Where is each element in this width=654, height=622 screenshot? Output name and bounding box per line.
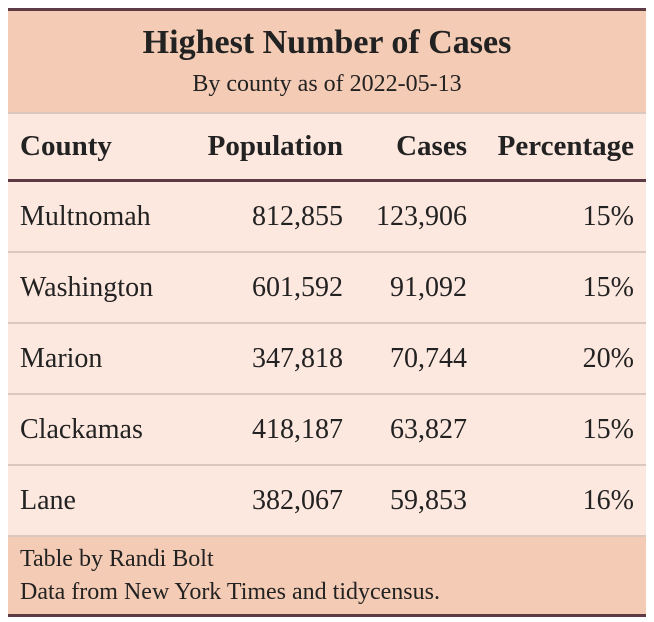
county-cell: Marion: [20, 342, 103, 374]
population-cell: 601,592: [252, 271, 343, 303]
cases-cell: 123,906: [376, 200, 467, 232]
column-header-percentage: Percentage: [497, 130, 634, 162]
table-heading: Highest Number of Cases By county as of …: [8, 8, 646, 114]
population-cell: 812,855: [252, 200, 343, 232]
table-row: Marion 347,818 70,744 20%: [8, 324, 646, 395]
county-cell: Washington: [20, 271, 154, 303]
table-subtitle: By county as of 2022-05-13: [192, 71, 462, 97]
county-cell: Multnomah: [20, 200, 151, 232]
percentage-cell: 16%: [582, 484, 634, 516]
county-cell: Lane: [20, 484, 76, 516]
percentage-cell: 15%: [582, 271, 634, 303]
table-footer: Table by Randi Bolt Data from New York T…: [8, 537, 646, 617]
cases-cell: 59,853: [390, 484, 467, 516]
percentage-cell: 15%: [582, 413, 634, 445]
percentage-cell: 15%: [582, 200, 634, 232]
table-title: Highest Number of Cases: [142, 24, 512, 61]
column-header-population: Population: [207, 130, 343, 162]
cases-table: Highest Number of Cases By county as of …: [8, 8, 646, 617]
cases-cell: 91,092: [390, 271, 467, 303]
column-header-county: County: [20, 130, 112, 162]
population-cell: 418,187: [252, 413, 343, 445]
table-row: Lane 382,067 59,853 16%: [8, 466, 646, 537]
county-cell: Clackamas: [20, 413, 143, 445]
cases-cell: 70,744: [390, 342, 467, 374]
percentage-cell: 20%: [582, 342, 634, 374]
table-row: Multnomah 812,855 123,906 15%: [8, 182, 646, 253]
column-header-row: County Population Cases Percentage: [8, 114, 646, 182]
footer-credit: Table by Randi Bolt: [20, 546, 214, 572]
table-row: Clackamas 418,187 63,827 15%: [8, 395, 646, 466]
population-cell: 347,818: [252, 342, 343, 374]
table-row: Washington 601,592 91,092 15%: [8, 253, 646, 324]
column-header-cases: Cases: [396, 130, 467, 162]
cases-cell: 63,827: [390, 413, 467, 445]
population-cell: 382,067: [252, 484, 343, 516]
footer-source: Data from New York Times and tidycensus.: [20, 579, 440, 605]
